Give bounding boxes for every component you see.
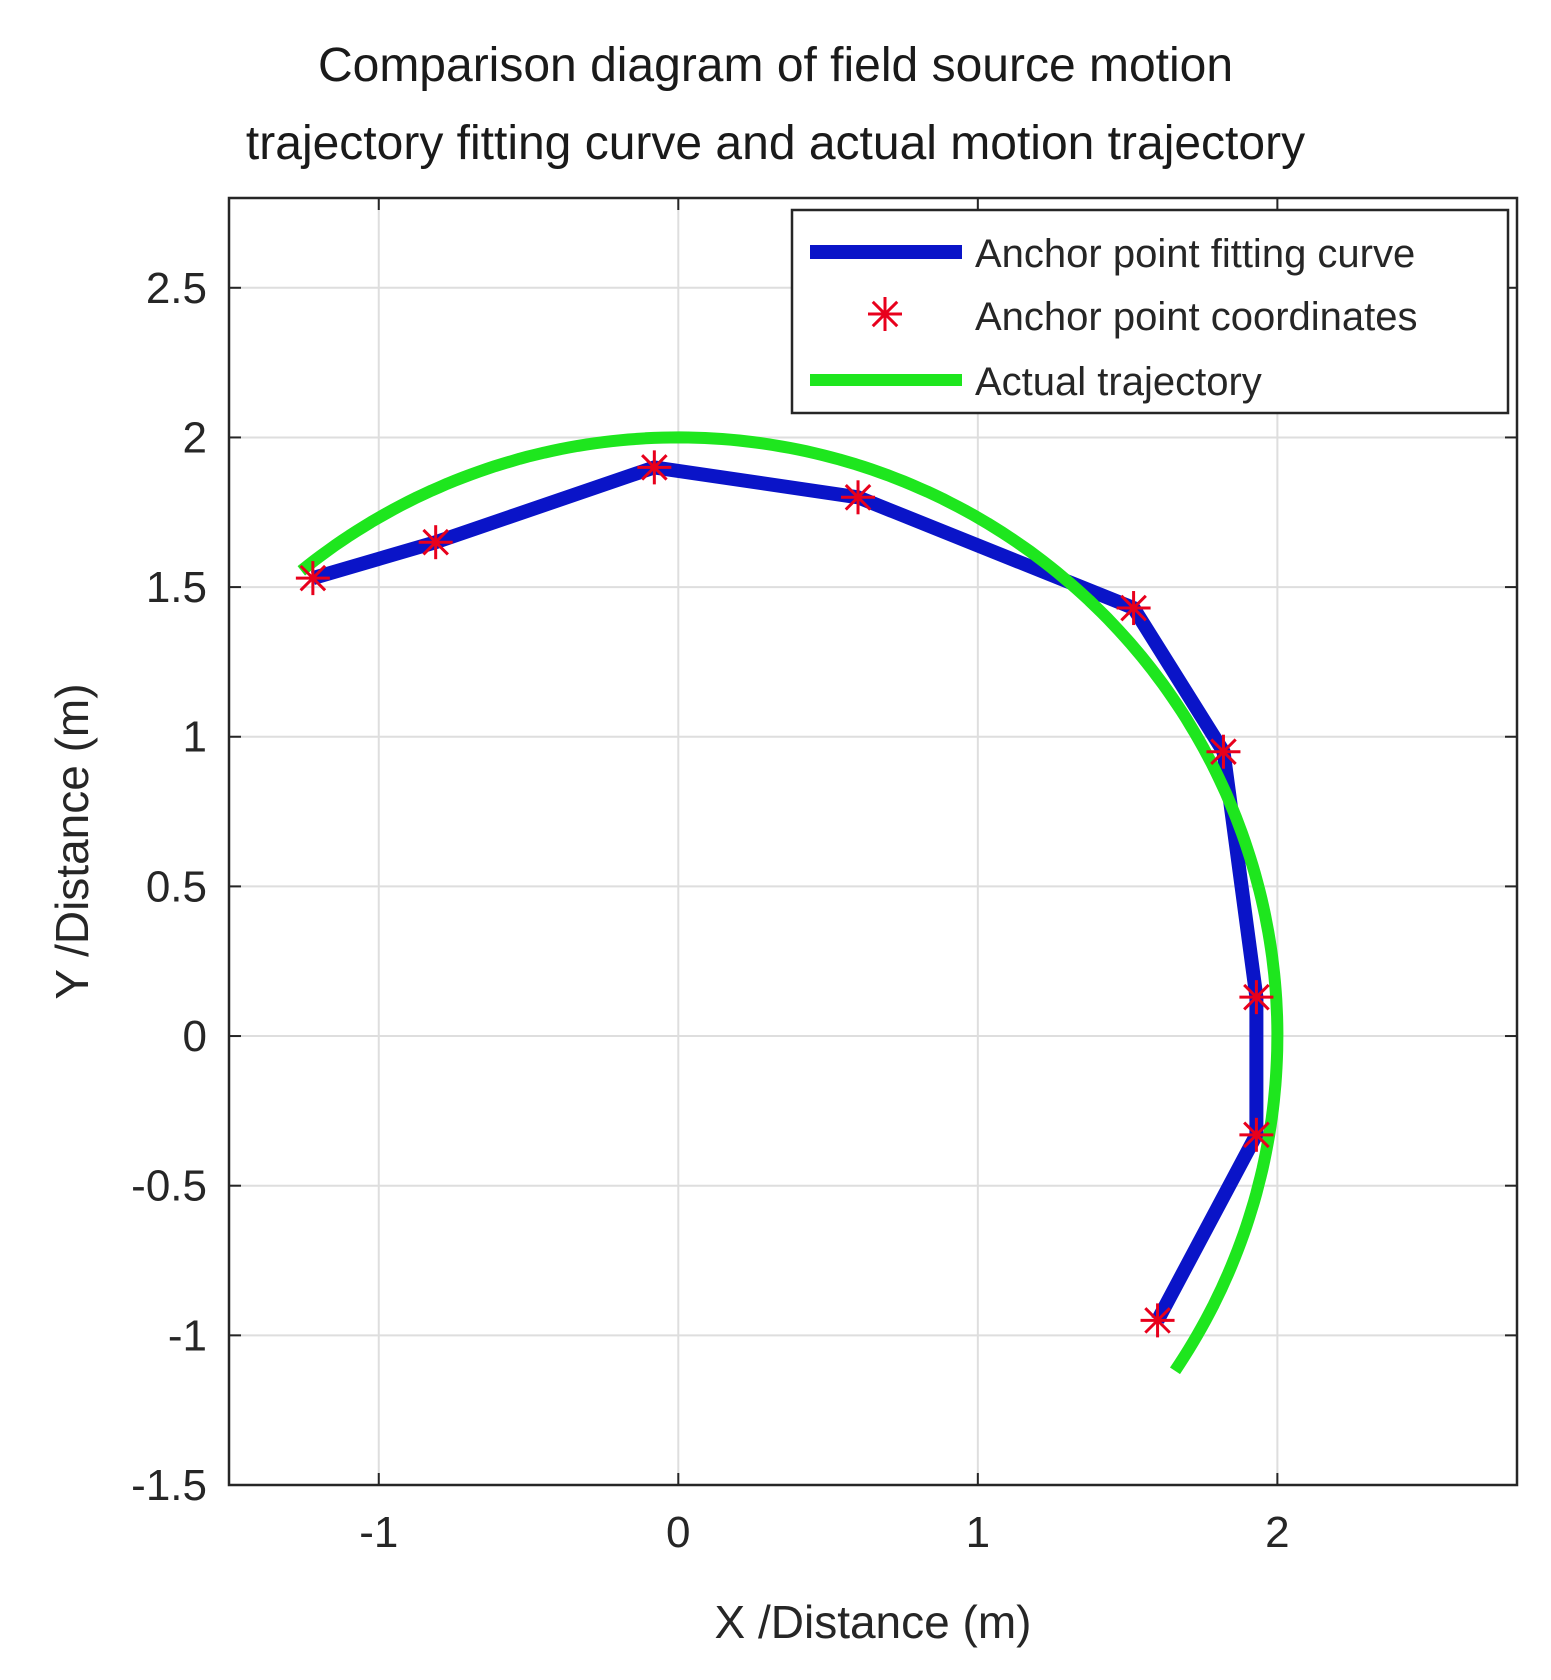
y-tick-label: 2 xyxy=(183,413,207,462)
y-tick-label: 1.5 xyxy=(146,563,207,612)
x-tick-label: 0 xyxy=(666,1508,690,1557)
x-tick-label: 1 xyxy=(966,1508,990,1557)
y-tick-label: 0.5 xyxy=(146,862,207,911)
anchor-fitting-curve xyxy=(310,460,1264,1324)
actual-trajectory-curve xyxy=(297,431,1284,1375)
x-tick-label: -1 xyxy=(359,1508,398,1557)
y-tick-label: -0.5 xyxy=(131,1162,207,1211)
chart-title-line-2: trajectory fitting curve and actual moti… xyxy=(245,117,1306,170)
y-tick-label: -1.5 xyxy=(131,1461,207,1510)
legend-label: Actual trajectory xyxy=(975,360,1262,404)
anchor-point-marker xyxy=(637,450,672,485)
legend: Anchor point fitting curve Anchor point c… xyxy=(790,208,1510,415)
anchor-point-marker xyxy=(295,561,330,596)
x-axis-label: X /Distance (m) xyxy=(715,1596,1032,1648)
axes-box xyxy=(227,196,1519,1487)
anchor-point-marker xyxy=(1140,1303,1175,1338)
axis-ticks: -1 0 1 2 -1.5 -1 -0.5 0 0.5 1 1.5 2 2.5 xyxy=(131,198,1517,1557)
y-axis-label: Y /Distance (m) xyxy=(46,683,98,999)
anchor-point-marker xyxy=(1239,1117,1274,1152)
anchor-point-marker xyxy=(1239,980,1274,1015)
anchor-point-marker xyxy=(418,525,453,560)
x-tick-label: 2 xyxy=(1265,1508,1289,1557)
anchor-point-marker xyxy=(1116,591,1151,626)
legend-marker-swatch xyxy=(868,297,902,331)
legend-label: Anchor point fitting curve xyxy=(975,232,1415,276)
y-tick-label: 1 xyxy=(183,713,207,762)
anchor-point-marker xyxy=(1206,734,1241,769)
legend-label: Anchor point coordinates xyxy=(975,295,1418,339)
chart-title-line-1: Comparison diagram of field source motio… xyxy=(317,39,1234,92)
y-tick-label: -1 xyxy=(168,1311,207,1360)
plot-series xyxy=(295,431,1284,1375)
y-tick-label: 0 xyxy=(183,1012,207,1061)
anchor-point-marker xyxy=(841,480,876,515)
y-tick-label: 2.5 xyxy=(146,264,207,313)
